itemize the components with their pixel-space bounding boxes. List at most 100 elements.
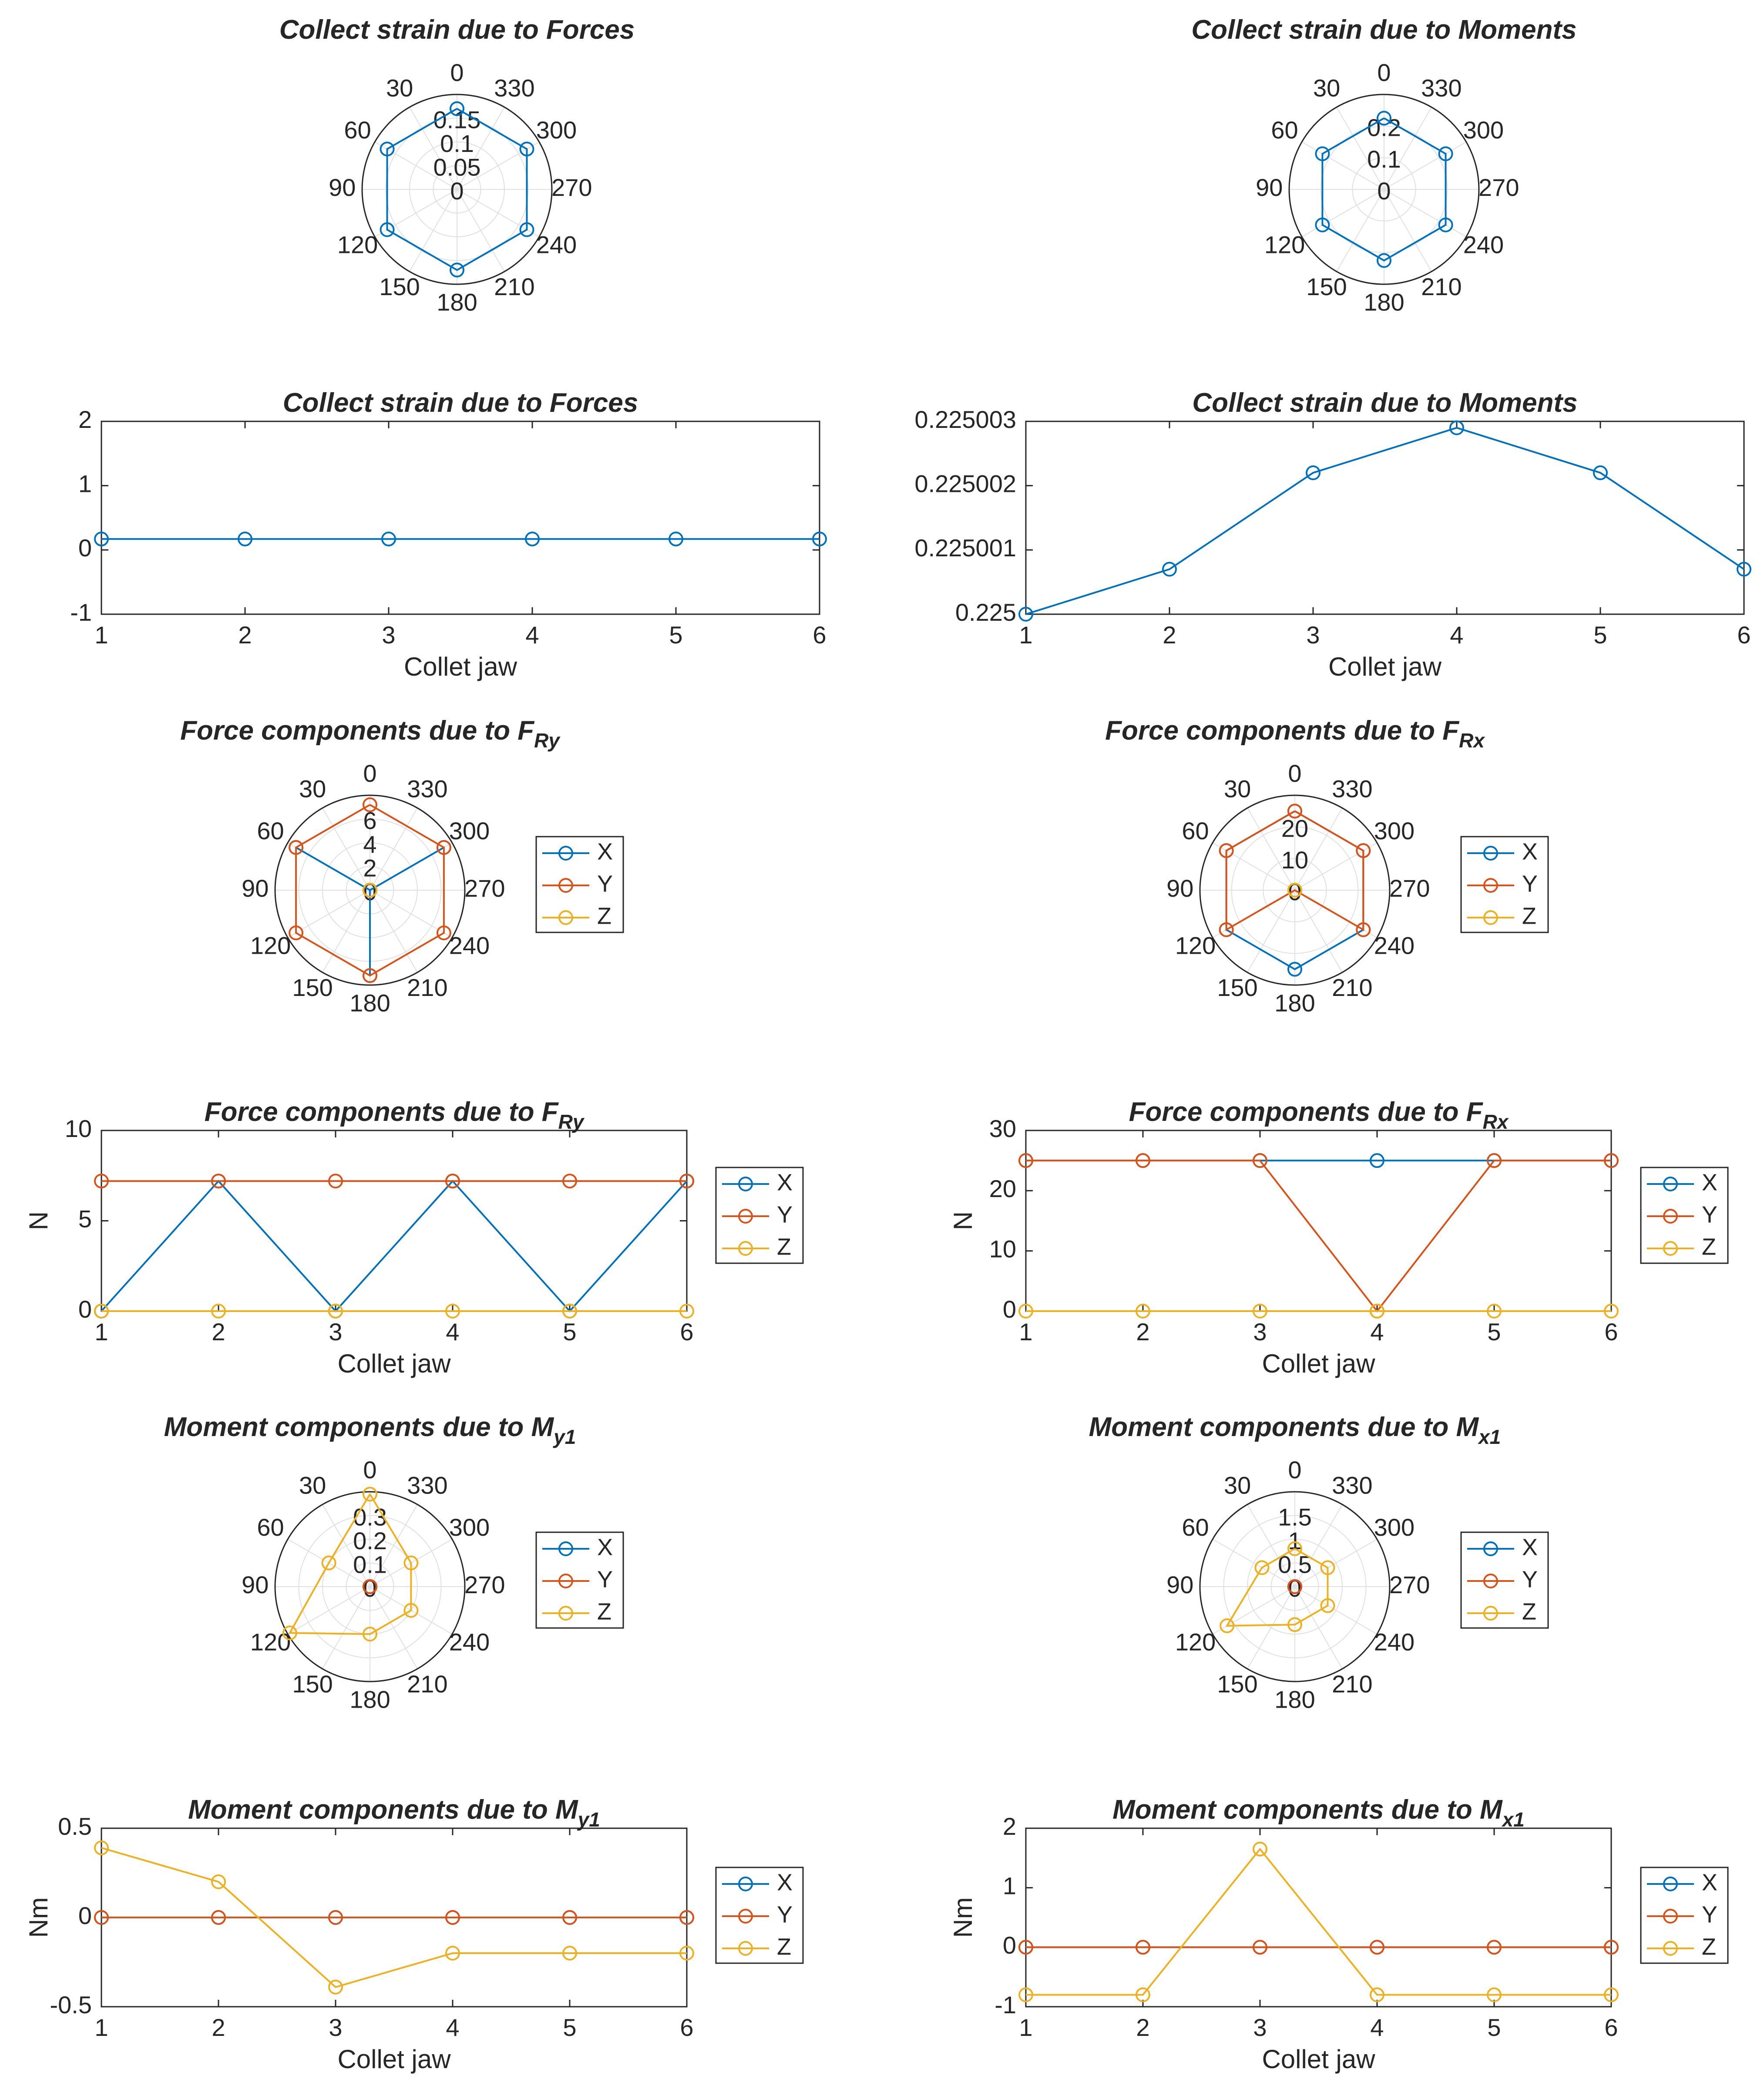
data-point — [211, 1910, 226, 1925]
theta-tick-label: 180 — [1274, 1686, 1315, 1713]
data-point — [436, 925, 451, 941]
data-point — [363, 1579, 377, 1594]
legend-marker-Z — [1663, 1941, 1678, 1956]
legend-label-X: X — [777, 1869, 793, 1895]
data-point — [1604, 1153, 1619, 1168]
theta-tick-label: 210 — [1421, 273, 1462, 300]
theta-tick-label: 270 — [464, 875, 505, 902]
data-point — [519, 222, 534, 237]
theta-tick-label: 60 — [344, 116, 371, 144]
x-tick-label: 2 — [212, 2014, 225, 2041]
strain-forces-line-chart: 1 2 3 4 5 6 -1 0 1 2 Collet jaw Collect strain due … — [70, 388, 827, 681]
x-tick-label: 4 — [1370, 2014, 1384, 2041]
x-tick-label: 3 — [1253, 2014, 1267, 2041]
data-point — [1287, 1541, 1302, 1556]
y-axis-label: Nm — [24, 1897, 53, 1938]
data-point — [211, 1174, 226, 1189]
theta-tick-label: 270 — [464, 1571, 505, 1598]
y-tick-label: 0.225001 — [914, 534, 1016, 562]
theta-tick-label: 270 — [551, 174, 592, 201]
chart-title: Force components due to FRx — [1129, 1097, 1509, 1133]
data-point — [445, 1910, 460, 1925]
data-point — [363, 1627, 377, 1642]
legend-label-X: X — [1702, 1869, 1717, 1895]
chart-title: Moment components due to My1 — [164, 1412, 576, 1448]
data-point — [1487, 1987, 1502, 2002]
theta-tick-label: 300 — [1374, 1514, 1415, 1541]
polar-outer-ring — [1199, 1491, 1391, 1682]
data-point — [238, 531, 252, 547]
r-tick-label: 10 — [1281, 846, 1308, 874]
data-point — [669, 531, 683, 547]
data-point — [562, 1174, 577, 1189]
series-line-Y — [1026, 1160, 1611, 1313]
x-tick-label: 5 — [1593, 621, 1607, 649]
r-tick-label: 0 — [450, 177, 464, 205]
theta-tick-label: 150 — [1217, 1670, 1257, 1698]
polar-spoke — [1384, 189, 1432, 272]
data-point — [1370, 1987, 1384, 2002]
x-tick-label: 2 — [238, 621, 252, 649]
data-point — [1315, 217, 1330, 232]
x-axis-label: Collet jaw — [337, 2045, 451, 2074]
theta-tick-label: 30 — [1224, 1471, 1251, 1499]
theta-tick-label: 150 — [1217, 974, 1257, 1001]
chart-title: Moment components due to My1 — [188, 1795, 600, 1831]
chart-title-subscript: y1 — [553, 1426, 576, 1448]
legend-marker-Z — [1663, 1241, 1678, 1256]
theta-tick-label: 270 — [1389, 1571, 1430, 1598]
legend-label-Y: Y — [777, 1901, 793, 1927]
data-point — [1136, 1304, 1150, 1319]
legend-label-Z: Z — [597, 903, 612, 929]
polar-outer-ring — [274, 1491, 466, 1682]
data-point — [562, 1910, 577, 1925]
theta-tick-label: 60 — [257, 817, 284, 844]
theta-tick-label: 30 — [386, 74, 413, 101]
polar-spoke — [1384, 189, 1467, 237]
x-tick-label: 3 — [329, 1318, 342, 1346]
data-point — [211, 1874, 226, 1889]
y-tick-label: 0 — [1003, 1295, 1016, 1323]
data-point — [381, 531, 396, 547]
strain-moments-line-chart: 1 2 3 4 5 6 0.225 0.225001 0.225002 0.225003 Colle… — [914, 388, 1751, 681]
y-tick-label: 0.225002 — [914, 470, 1016, 497]
legend-marker-Z — [1483, 1606, 1498, 1621]
theta-tick-label: 60 — [257, 1514, 284, 1541]
legend-marker-X — [738, 1877, 753, 1891]
theta-tick-label: 30 — [1313, 74, 1340, 101]
theta-tick-label: 210 — [1332, 1670, 1372, 1698]
r-tick-label: 0.2 — [353, 1527, 387, 1554]
data-point — [321, 1555, 336, 1571]
legend-marker-X — [1483, 1541, 1498, 1556]
legend-marker-Y — [1483, 878, 1498, 893]
strain-forces-polar-chart: 030609012015018021024027030033000.050.10… — [279, 15, 635, 316]
data-point — [363, 797, 377, 812]
chart-title: Collect strain due to Forces — [283, 388, 638, 418]
y-tick-label: -1 — [70, 599, 92, 626]
data-point — [289, 840, 304, 855]
theta-tick-label: 330 — [1421, 74, 1462, 101]
plot-area — [1025, 1130, 1612, 1312]
data-point — [94, 1174, 109, 1189]
data-point — [445, 1304, 460, 1319]
theta-tick-label: 30 — [299, 1471, 326, 1499]
theta-tick-label: 240 — [536, 231, 577, 259]
legend-label-Z: Z — [1522, 1598, 1536, 1625]
polar-ring — [385, 118, 529, 261]
r-tick-label: 20 — [1281, 814, 1308, 842]
data-point — [403, 1555, 419, 1571]
theta-tick-label: 120 — [250, 1628, 291, 1656]
data-point — [562, 1946, 577, 1961]
data-point — [525, 531, 540, 547]
r-tick-label: 4 — [363, 831, 376, 858]
chart-title-subscript: Rx — [1483, 1110, 1509, 1133]
theta-tick-label: 180 — [349, 1686, 390, 1713]
polar-outer-ring — [361, 94, 553, 285]
theta-tick-label: 120 — [1175, 932, 1216, 959]
chart-title: Force components due to FRy — [205, 1097, 585, 1133]
y-tick-label: 30 — [989, 1115, 1016, 1142]
x-axis-label: Collet jaw — [1262, 2045, 1375, 2074]
series-line-strain — [1321, 117, 1447, 262]
data-point — [1136, 1940, 1150, 1955]
